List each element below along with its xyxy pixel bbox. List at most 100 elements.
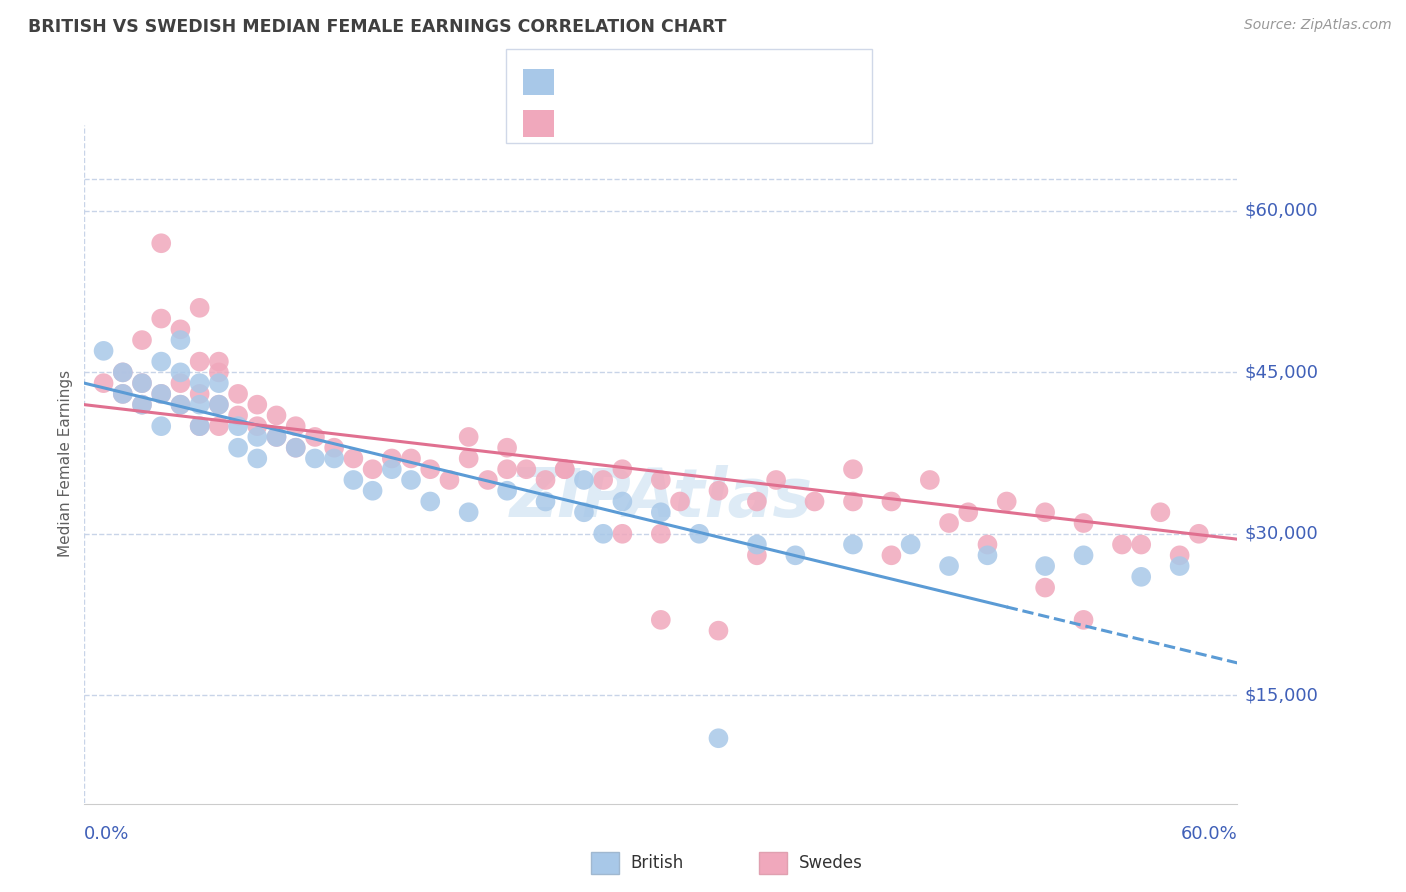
Point [477,473,499,487]
Text: British: British [630,854,683,872]
Point [900,537,922,551]
Point [169,365,191,379]
Point [1168,549,1191,563]
Text: BRITISH VS SWEDISH MEDIAN FEMALE EARNINGS CORRELATION CHART: BRITISH VS SWEDISH MEDIAN FEMALE EARNING… [28,18,727,36]
Point [765,473,787,487]
Point [131,398,153,412]
Point [496,441,519,455]
Text: 0.0%: 0.0% [84,825,129,843]
Point [938,516,960,530]
Point [111,365,134,379]
Point [150,236,173,251]
Point [188,301,211,315]
Point [650,613,672,627]
Point [918,473,941,487]
Point [226,441,249,455]
Text: $15,000: $15,000 [1244,686,1319,704]
Point [1073,516,1095,530]
Point [554,462,576,476]
Point [93,343,115,358]
Text: $60,000: $60,000 [1244,202,1317,220]
Point [93,376,115,391]
Text: ZIPAtlas: ZIPAtlas [509,465,813,531]
Point [188,354,211,368]
Point [304,451,326,466]
Point [572,505,595,519]
Point [612,462,634,476]
Point [785,549,807,563]
Point [419,494,441,508]
Point [669,494,692,508]
Point [342,451,364,466]
Point [150,311,173,326]
Point [842,494,865,508]
Point [266,430,288,444]
Point [880,549,903,563]
Point [169,322,191,336]
Point [399,473,422,487]
Point [381,451,404,466]
Point [457,430,479,444]
Point [745,494,768,508]
Point [323,451,346,466]
Point [515,462,537,476]
Point [1168,559,1191,574]
Point [842,537,865,551]
Point [226,387,249,401]
Point [650,505,672,519]
Point [208,419,231,434]
Point [1033,581,1056,595]
Text: $30,000: $30,000 [1244,524,1317,543]
Text: Swedes: Swedes [799,854,862,872]
Text: 60.0%: 60.0% [1181,825,1237,843]
Y-axis label: Median Female Earnings: Median Female Earnings [58,370,73,558]
Point [188,419,211,434]
Point [707,731,730,746]
Point [707,624,730,638]
Point [457,505,479,519]
Point [131,376,153,391]
Point [496,462,519,476]
Point [612,526,634,541]
Point [266,409,288,423]
Point [188,387,211,401]
Point [995,494,1018,508]
Point [111,387,134,401]
Point [439,473,461,487]
Text: R = -0.354    N = 76: R = -0.354 N = 76 [568,114,751,132]
Point [650,473,672,487]
Point [150,387,173,401]
Point [226,409,249,423]
Point [1033,505,1056,519]
Point [111,387,134,401]
Point [1130,570,1153,584]
Point [803,494,825,508]
Point [323,441,346,455]
Point [880,494,903,508]
Point [554,462,576,476]
Text: $45,000: $45,000 [1244,363,1319,382]
Point [150,419,173,434]
Point [208,376,231,391]
Point [1188,526,1211,541]
Point [707,483,730,498]
Point [938,559,960,574]
Point [572,473,595,487]
Point [208,354,231,368]
Point [188,419,211,434]
Point [284,419,307,434]
Point [381,462,404,476]
Point [976,549,998,563]
Point [342,473,364,487]
Point [150,354,173,368]
Point [592,526,614,541]
Point [284,441,307,455]
Point [246,430,269,444]
Point [842,462,865,476]
Point [246,398,269,412]
Point [188,398,211,412]
Point [131,376,153,391]
Text: Source: ZipAtlas.com: Source: ZipAtlas.com [1244,18,1392,32]
Point [246,419,269,434]
Point [208,398,231,412]
